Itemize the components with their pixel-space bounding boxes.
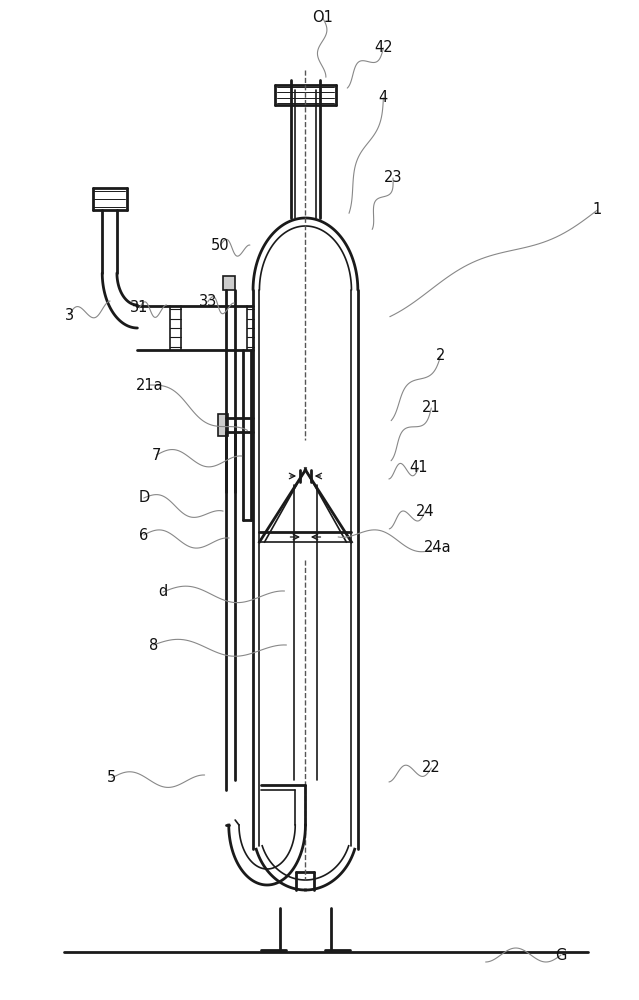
Text: d: d [158, 584, 167, 599]
Bar [218, 414, 228, 436]
Text: 6: 6 [139, 528, 148, 542]
Text: 33: 33 [199, 294, 217, 310]
Text: 22: 22 [422, 761, 441, 776]
Text: O1: O1 [312, 10, 333, 25]
Text: 21: 21 [422, 400, 441, 415]
Text: 42: 42 [374, 40, 393, 55]
Text: 24a: 24a [424, 540, 452, 556]
Text: 1: 1 [593, 202, 602, 218]
Text: 50: 50 [211, 237, 230, 252]
Text: 7: 7 [152, 448, 161, 463]
Text: 5: 5 [107, 770, 116, 786]
Text: 2: 2 [436, 348, 445, 362]
Text: 8: 8 [149, 638, 158, 652]
Text: 24: 24 [415, 504, 435, 520]
Text: D: D [138, 490, 150, 506]
Text: 41: 41 [410, 460, 427, 476]
Bar [223, 276, 235, 290]
Text: 23: 23 [384, 170, 402, 185]
Text: 31: 31 [130, 300, 148, 316]
Text: 3: 3 [65, 308, 73, 322]
Text: G: G [555, 948, 567, 962]
Text: 4: 4 [379, 91, 388, 105]
Text: 21a: 21a [136, 377, 164, 392]
